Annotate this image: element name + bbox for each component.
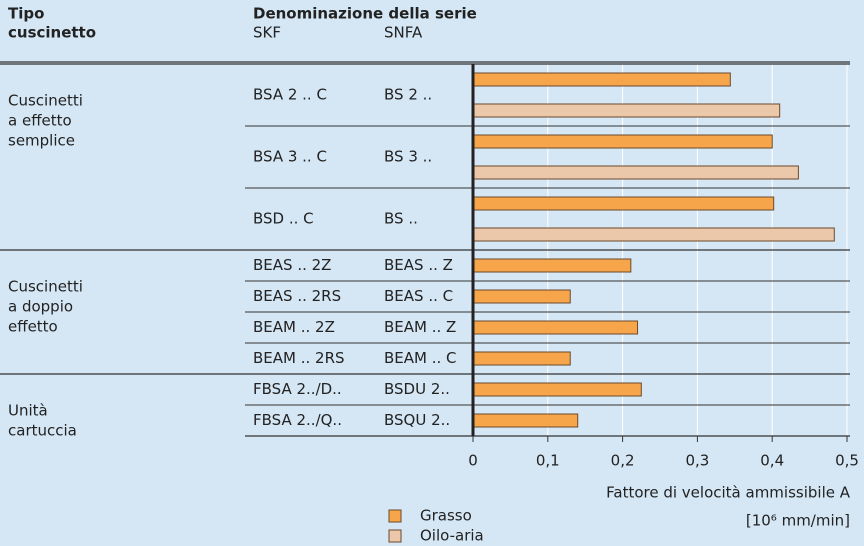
skf-label: BSA 3 .. C	[253, 148, 327, 166]
header-skf: SKF	[253, 24, 281, 42]
snfa-label: BEAS .. C	[384, 287, 453, 305]
x-axis-unit: [10⁶ mm/min]	[746, 512, 850, 530]
bar	[472, 258, 632, 273]
bar	[472, 227, 835, 242]
group-label: effetto	[8, 318, 58, 336]
snfa-label: BEAM .. Z	[384, 318, 456, 336]
x-tick-label: 0,4	[760, 452, 784, 470]
group-label: semplice	[8, 132, 75, 150]
skf-label: BEAM .. 2RS	[253, 349, 345, 367]
skf-label: BEAS .. 2RS	[253, 287, 341, 305]
legend-label: Oilo-aria	[420, 527, 484, 545]
group-label: cartuccia	[8, 422, 77, 440]
skf-label: BSA 2 .. C	[253, 86, 327, 104]
bar	[472, 413, 579, 428]
group-label: Cuscinetti	[8, 92, 83, 110]
legend-swatch	[388, 509, 402, 523]
bar	[472, 134, 773, 149]
x-tick-label: 0,3	[685, 452, 709, 470]
snfa-label: BS 2 ..	[384, 86, 432, 104]
snfa-label: BS ..	[384, 210, 418, 228]
group-label: Unità	[8, 402, 48, 420]
bar	[472, 382, 642, 397]
legend-label: Grasso	[420, 507, 472, 525]
snfa-label: BEAS .. Z	[384, 256, 453, 274]
skf-label: BEAS .. 2Z	[253, 256, 331, 274]
skf-label: FBSA 2../D..	[253, 380, 342, 398]
bar	[472, 72, 731, 87]
skf-label: BSD .. C	[253, 210, 314, 228]
x-tick-label: 0,1	[536, 452, 560, 470]
x-tick-label: 0,2	[611, 452, 635, 470]
bar	[472, 289, 571, 304]
header-snfa: SNFA	[384, 24, 423, 42]
group-label: a effetto	[8, 112, 72, 130]
header-type: cuscinetto	[8, 24, 96, 42]
bar	[472, 165, 799, 180]
header-type: Tipo	[8, 5, 44, 23]
bar	[472, 320, 639, 335]
group-label: a doppio	[8, 298, 73, 316]
group-label: Cuscinetti	[8, 278, 83, 296]
header-series: Denominazione della serie	[253, 5, 477, 23]
snfa-label: BSDU 2..	[384, 380, 450, 398]
skf-label: BEAM .. 2Z	[253, 318, 335, 336]
legend-swatch	[388, 529, 402, 543]
bar	[472, 103, 781, 118]
snfa-label: BEAM .. C	[384, 349, 457, 367]
snfa-label: BS 3 ..	[384, 148, 432, 166]
bar	[472, 351, 571, 366]
x-axis-label: Fattore di velocità ammissibile A	[606, 484, 851, 502]
bar	[472, 196, 775, 211]
skf-label: FBSA 2../Q..	[253, 411, 342, 429]
x-tick-label: 0,5	[835, 452, 859, 470]
x-tick-label: 0	[468, 452, 478, 470]
snfa-label: BSQU 2..	[384, 411, 450, 429]
